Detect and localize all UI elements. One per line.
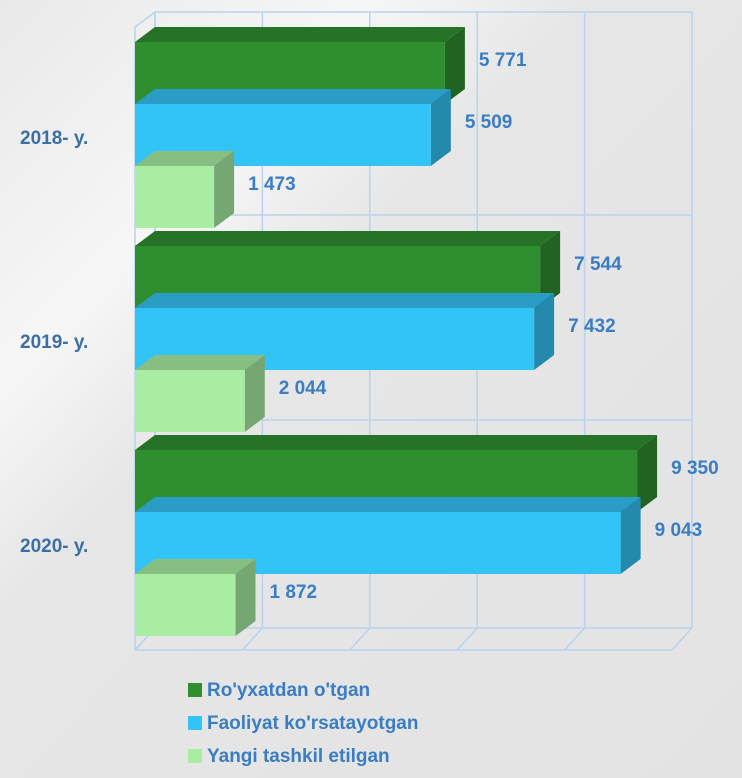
bar-side xyxy=(235,559,256,636)
bar-side xyxy=(444,27,465,104)
bar-top xyxy=(135,151,235,166)
legend-label: Yangi tashkil etilgan xyxy=(207,746,390,767)
value-label: 1 872 xyxy=(270,582,318,603)
value-label: 2 044 xyxy=(279,378,327,399)
bar-top xyxy=(135,231,561,246)
bar-top xyxy=(135,435,658,450)
category-label: 2020- y. xyxy=(20,536,88,557)
value-label: 5 771 xyxy=(479,50,527,71)
grid-line xyxy=(564,627,586,651)
bar-top xyxy=(135,89,451,104)
legend-label: Faoliyat ko'rsatayotgan xyxy=(207,713,418,734)
grid-line xyxy=(456,627,478,651)
value-label: 9 350 xyxy=(671,458,719,479)
bar-top xyxy=(135,293,555,308)
bar-top xyxy=(135,497,641,512)
value-label: 9 043 xyxy=(655,520,703,541)
bar-side xyxy=(637,435,658,512)
category-label: 2018- y. xyxy=(20,128,88,149)
bar-side xyxy=(214,151,235,228)
legend-swatch xyxy=(188,716,202,730)
bar xyxy=(135,355,265,432)
legend-swatch xyxy=(188,683,202,697)
bar-side xyxy=(244,355,265,432)
bar-top xyxy=(135,27,465,42)
value-label: 7 544 xyxy=(574,254,622,275)
bar-side xyxy=(620,497,641,574)
legend-label: Ro'yxatdan o'tgan xyxy=(207,680,370,701)
value-label: 7 432 xyxy=(568,316,616,337)
bar-side xyxy=(430,89,451,166)
grid-line xyxy=(241,627,263,651)
value-label: 1 473 xyxy=(248,174,296,195)
category-label: 2019- y. xyxy=(20,332,88,353)
bar-front xyxy=(135,370,245,432)
bar-top xyxy=(135,355,265,370)
value-label: 5 509 xyxy=(465,112,513,133)
grid-line xyxy=(349,627,371,651)
grid-line xyxy=(671,627,693,651)
bar xyxy=(135,559,256,636)
bar-front xyxy=(135,166,215,228)
bar-side xyxy=(540,231,561,308)
legend-swatch xyxy=(188,749,202,763)
bar-top xyxy=(135,559,256,574)
bar-side xyxy=(534,293,555,370)
bar-front xyxy=(135,574,236,636)
bar xyxy=(135,151,235,228)
